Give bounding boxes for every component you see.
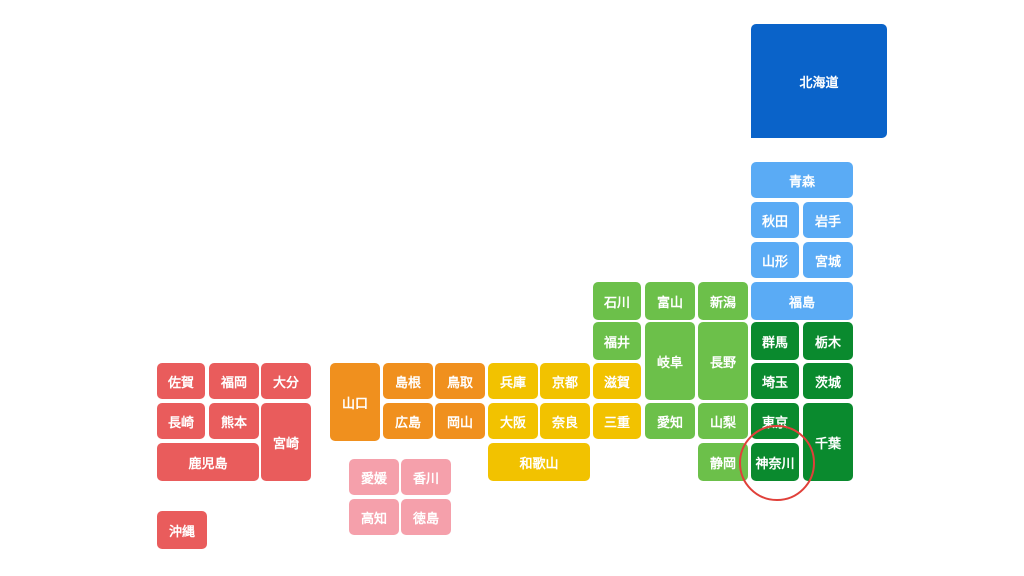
prefecture-tile[interactable]: 長崎 (157, 403, 205, 439)
prefecture-tile[interactable]: 三重 (593, 403, 641, 439)
prefecture-tile[interactable]: 秋田 (751, 202, 799, 238)
prefecture-tile[interactable]: 山梨 (698, 403, 748, 439)
prefecture-tile[interactable]: 群馬 (751, 322, 799, 360)
prefecture-tile[interactable]: 沖縄 (157, 511, 207, 549)
prefecture-tile[interactable]: 香川 (401, 459, 451, 495)
prefecture-tile[interactable]: 山形 (751, 242, 799, 278)
prefecture-tile[interactable]: 岐阜 (645, 322, 695, 400)
prefecture-tile[interactable]: 山口 (330, 363, 380, 441)
prefecture-tile[interactable]: 長野 (698, 322, 748, 400)
prefecture-tile[interactable]: 熊本 (209, 403, 259, 439)
prefecture-tile[interactable]: 福島 (751, 282, 853, 320)
prefecture-tile[interactable]: 北海道 (751, 24, 887, 138)
prefecture-tile[interactable]: 徳島 (401, 499, 451, 535)
prefecture-tile[interactable]: 滋賀 (593, 363, 641, 399)
prefecture-tile[interactable]: 宮城 (803, 242, 853, 278)
prefecture-tile[interactable]: 埼玉 (751, 363, 799, 399)
prefecture-tile[interactable]: 広島 (383, 403, 433, 439)
prefecture-tile[interactable]: 佐賀 (157, 363, 205, 399)
prefecture-tile[interactable]: 宮崎 (261, 403, 311, 481)
prefecture-tile[interactable]: 静岡 (698, 443, 748, 481)
prefecture-tile[interactable]: 石川 (593, 282, 641, 320)
prefecture-tile[interactable]: 千葉 (803, 403, 853, 481)
prefecture-tile[interactable]: 鳥取 (435, 363, 485, 399)
prefecture-tile[interactable]: 福岡 (209, 363, 259, 399)
prefecture-tile[interactable]: 青森 (751, 162, 853, 198)
prefecture-tile[interactable]: 神奈川 (751, 443, 799, 481)
prefecture-tile[interactable]: 岡山 (435, 403, 485, 439)
prefecture-tile[interactable]: 東京 (751, 403, 799, 439)
prefecture-tile[interactable]: 兵庫 (488, 363, 538, 399)
prefecture-tile[interactable]: 岩手 (803, 202, 853, 238)
prefecture-tile[interactable]: 鹿児島 (157, 443, 259, 481)
prefecture-tile[interactable]: 福井 (593, 322, 641, 360)
prefecture-tile[interactable]: 茨城 (803, 363, 853, 399)
prefecture-tile[interactable]: 新潟 (698, 282, 748, 320)
prefecture-tile[interactable]: 大阪 (488, 403, 538, 439)
prefecture-tile[interactable]: 京都 (540, 363, 590, 399)
prefecture-tile[interactable]: 富山 (645, 282, 695, 320)
prefecture-tile[interactable]: 高知 (349, 499, 399, 535)
prefecture-tile[interactable]: 島根 (383, 363, 433, 399)
prefecture-tile[interactable]: 愛媛 (349, 459, 399, 495)
prefecture-tile[interactable]: 和歌山 (488, 443, 590, 481)
prefecture-tile[interactable]: 栃木 (803, 322, 853, 360)
prefecture-tile[interactable]: 愛知 (645, 403, 695, 439)
prefecture-tile[interactable]: 大分 (261, 363, 311, 399)
prefecture-tile[interactable]: 奈良 (540, 403, 590, 439)
